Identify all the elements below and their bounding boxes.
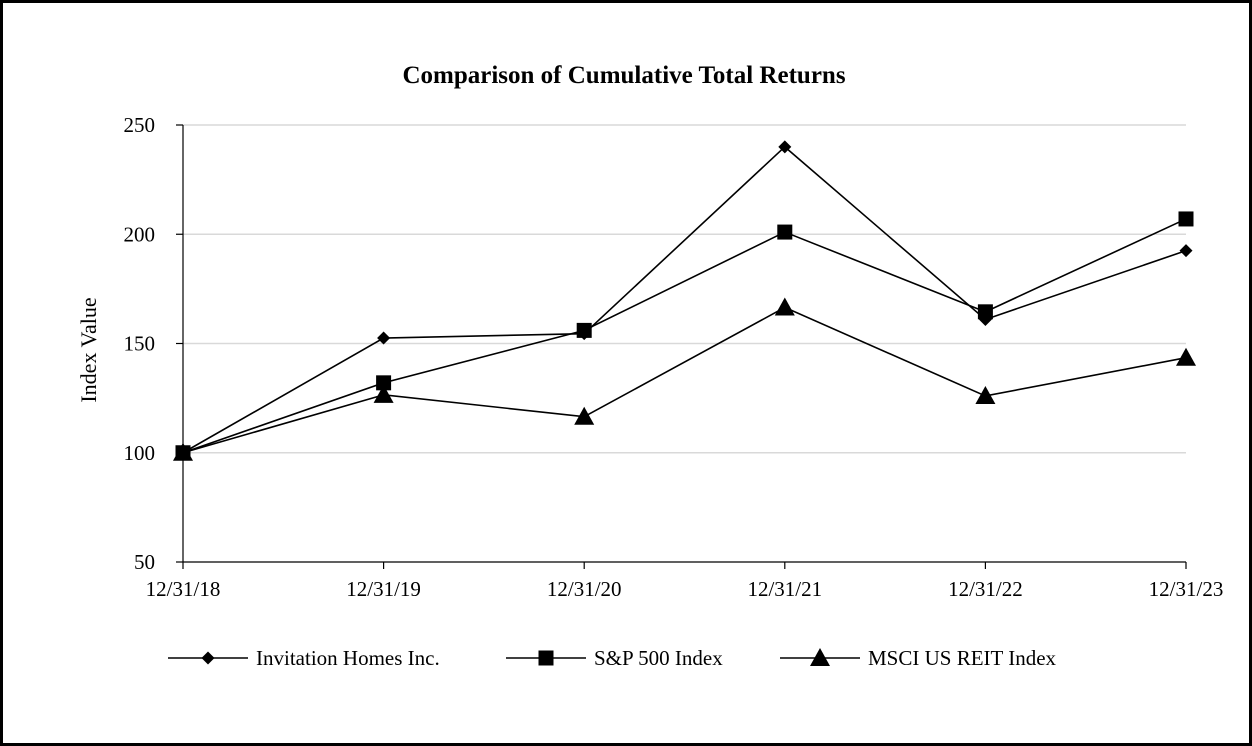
x-tick-label: 12/31/22 — [948, 577, 1023, 601]
data-point-triangle — [574, 406, 595, 425]
data-point-diamond — [1179, 244, 1193, 258]
legend-marker-triangle — [810, 648, 830, 666]
data-point-square — [1178, 211, 1194, 227]
data-point-square — [376, 375, 392, 391]
data-point-triangle — [373, 384, 394, 403]
x-tick-label: 12/31/21 — [747, 577, 822, 601]
data-point-square — [977, 304, 993, 320]
y-tick-labels: 50 100 150 200 250 — [124, 113, 183, 574]
y-tick-label: 250 — [124, 113, 156, 137]
data-point-triangle — [774, 297, 795, 316]
series-group — [173, 140, 1196, 461]
series-line — [182, 145, 1187, 454]
legend-label: MSCI US REIT Index — [868, 646, 1057, 670]
x-tick-label: 12/31/19 — [346, 577, 421, 601]
legend: Invitation Homes Inc. S&P 500 Index MSCI U… — [168, 646, 1057, 670]
data-point-triangle — [975, 385, 996, 404]
legend-marker-square — [538, 650, 554, 666]
data-point-square — [576, 322, 592, 338]
x-tick-label: 12/31/18 — [146, 577, 221, 601]
y-tick-label: 100 — [124, 441, 156, 465]
series-line — [182, 306, 1187, 454]
legend-label: Invitation Homes Inc. — [256, 646, 440, 670]
x-tick-label: 12/31/23 — [1149, 577, 1224, 601]
x-tick-labels: 12/31/18 12/31/19 12/31/20 12/31/21 12/31/22… — [146, 562, 1224, 601]
chart-title: Comparison of Cumulative Total Returns — [402, 62, 845, 89]
y-tick-label: 50 — [134, 550, 155, 574]
y-tick-label: 200 — [124, 222, 156, 246]
y-tick-label: 150 — [124, 332, 156, 356]
series-line — [182, 218, 1187, 454]
x-tick-label: 12/31/20 — [547, 577, 622, 601]
data-point-square — [777, 224, 793, 240]
data-point-triangle — [1176, 347, 1196, 366]
legend-marker-diamond — [201, 651, 215, 665]
data-point-diamond — [377, 331, 391, 345]
gridlines — [183, 124, 1186, 454]
legend-label: S&P 500 Index — [594, 646, 723, 670]
data-point-triangle — [173, 442, 193, 461]
y-axis-label: Index Value — [76, 297, 101, 402]
line-chart: Comparison of Cumulative Total Returns I… — [76, 62, 1224, 670]
data-point-diamond — [778, 140, 792, 154]
